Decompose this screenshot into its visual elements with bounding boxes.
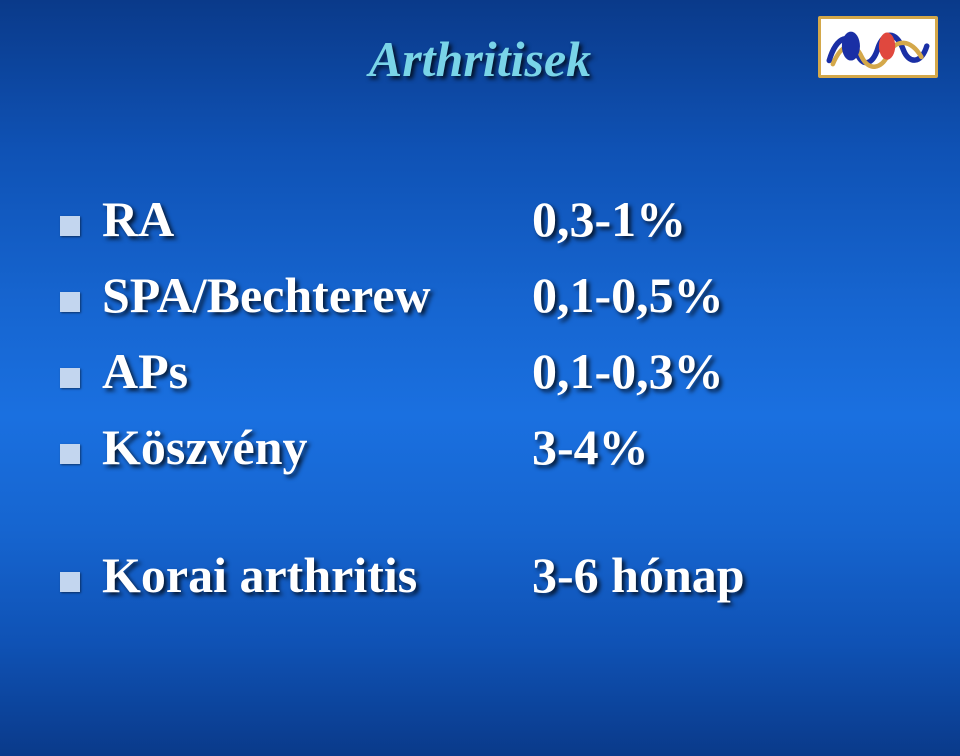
list-item: Korai arthritis 3-6 hónap (60, 546, 900, 604)
list-item: SPA/Bechterew 0,1-0,5% (60, 266, 900, 324)
bullet-icon (60, 444, 80, 464)
item-label: Korai arthritis (102, 546, 532, 604)
bullet-icon (60, 216, 80, 236)
item-value: 3-4% (532, 418, 649, 476)
item-label: APs (102, 342, 532, 400)
item-label: RA (102, 190, 532, 248)
list-item: APs 0,1-0,3% (60, 342, 900, 400)
item-value: 0,1-0,5% (532, 266, 724, 324)
bullet-list: RA 0,3-1% SPA/Bechterew 0,1-0,5% APs 0,1… (60, 190, 900, 622)
item-value: 0,3-1% (532, 190, 686, 248)
slide-title: Arthritisek (0, 30, 960, 88)
item-label: SPA/Bechterew (102, 266, 532, 324)
bullet-icon (60, 572, 80, 592)
list-item: RA 0,3-1% (60, 190, 900, 248)
item-value: 0,1-0,3% (532, 342, 724, 400)
item-value: 3-6 hónap (532, 546, 745, 604)
bullet-icon (60, 292, 80, 312)
list-item: Köszvény 3-4% (60, 418, 900, 476)
bullet-icon (60, 368, 80, 388)
item-label: Köszvény (102, 418, 532, 476)
